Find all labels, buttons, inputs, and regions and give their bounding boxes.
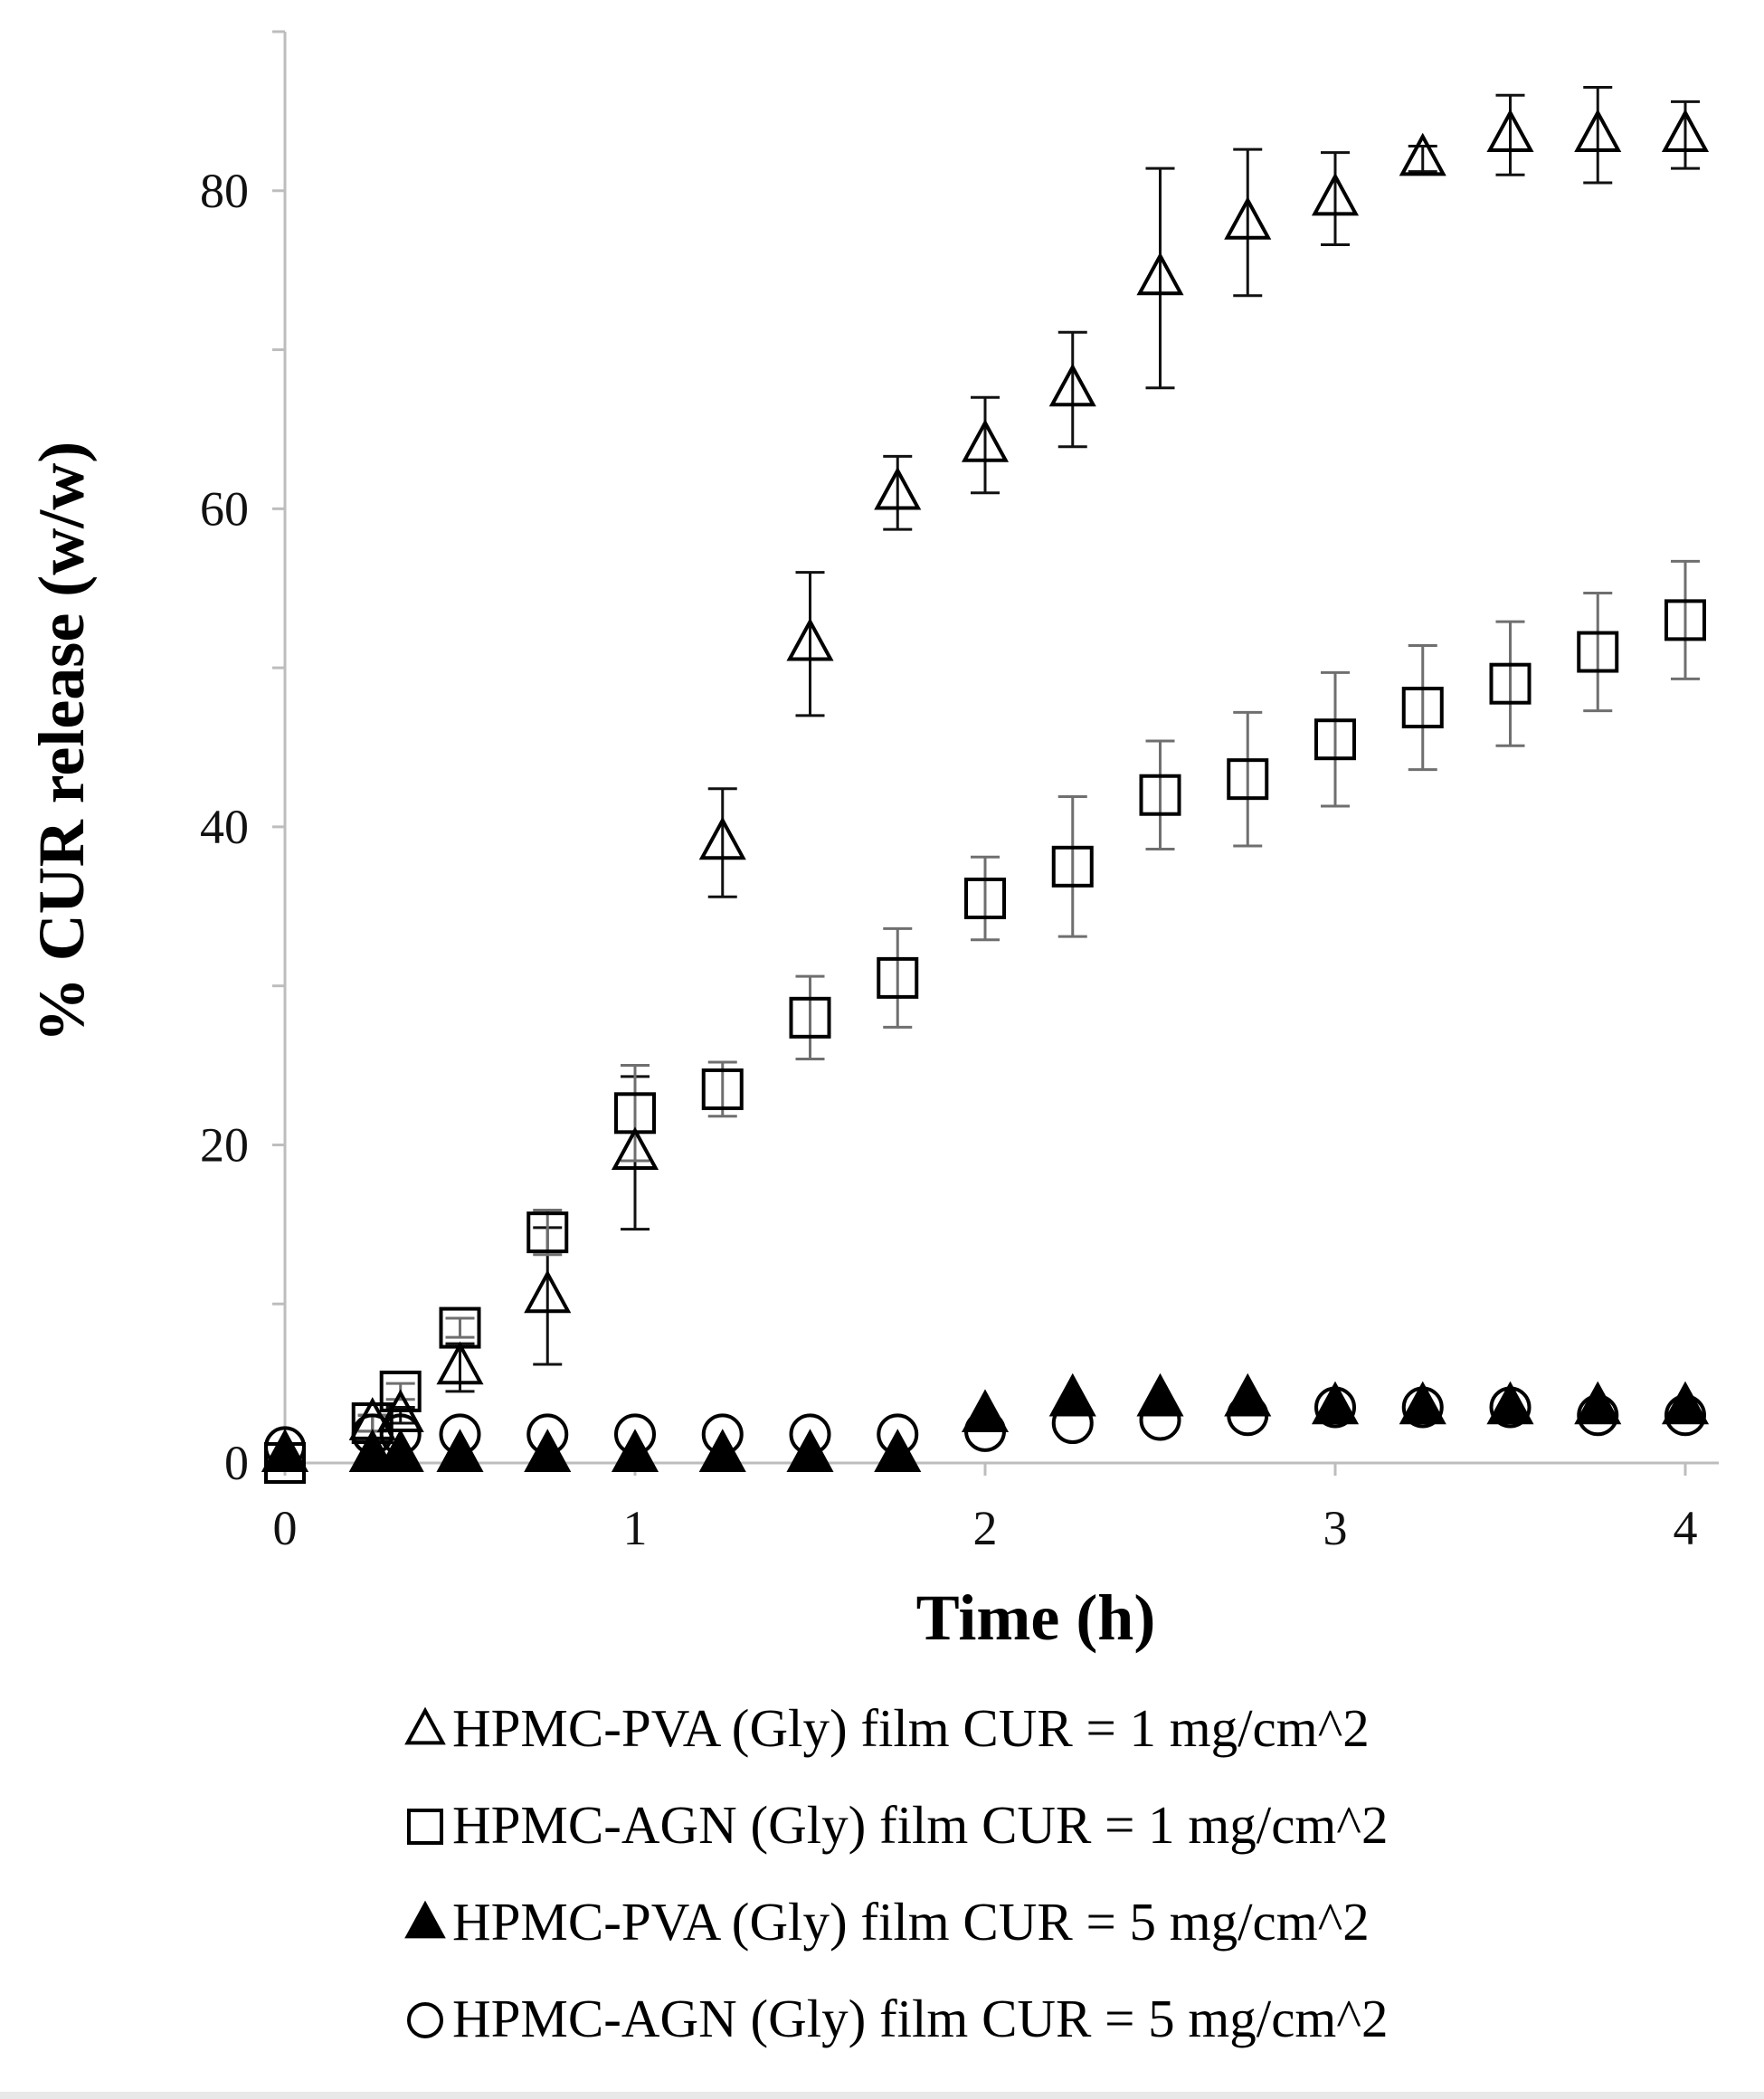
data-point [1401, 687, 1444, 729]
data-point [1048, 363, 1096, 407]
legend-label: HPMC-PVA (Gly) film CUR = 1 mg/cm^2 [452, 1698, 1370, 1758]
data-point [964, 877, 1006, 919]
data-point [611, 1429, 659, 1472]
markers-layer [261, 109, 1710, 1484]
data-point [1664, 1394, 1706, 1437]
x-tick-label: 1 [623, 1501, 648, 1555]
y-axis-title: % CUR release (w/w) [25, 442, 98, 1043]
data-point [877, 956, 919, 999]
data-point [1664, 599, 1706, 641]
data-point [786, 617, 834, 661]
data-point [379, 1413, 422, 1456]
data-point [436, 1429, 484, 1472]
legend-item: HPMC-AGN (Gly) film CUR = 5 mg/cm^2 [407, 1989, 1388, 2048]
data-point [1661, 1381, 1710, 1425]
data-point [1136, 252, 1184, 296]
legend-item: HPMC-PVA (Gly) film CUR = 1 mg/cm^2 [404, 1698, 1370, 1758]
legend: HPMC-PVA (Gly) film CUR = 1 mg/cm^2 HPMC-… [404, 1698, 1388, 2048]
data-point [1399, 1381, 1446, 1425]
data-point [964, 1410, 1006, 1452]
data-point [261, 1429, 309, 1472]
x-tick-label: 3 [1323, 1501, 1348, 1555]
legend-item: HPMC-AGN (Gly) film CUR = 1 mg/cm^2 [407, 1795, 1388, 1855]
data-point [1661, 109, 1710, 153]
data-point [1401, 1386, 1444, 1429]
data-point [1577, 1394, 1619, 1437]
data-point [348, 1397, 396, 1440]
data-point [1314, 718, 1356, 761]
data-point [1311, 172, 1360, 216]
data-point [1227, 758, 1269, 801]
data-point [698, 816, 746, 860]
data-point [1574, 1381, 1622, 1425]
data-point [524, 1429, 572, 1472]
data-point [1051, 845, 1094, 888]
y-axis-ticks: 0 20 40 60 80 [200, 30, 285, 1490]
x-tick-label: 4 [1674, 1501, 1698, 1555]
data-point [1574, 109, 1622, 153]
data-point [1224, 196, 1272, 240]
data-point [701, 1068, 744, 1110]
data-point [526, 1413, 569, 1456]
data-point [1139, 1399, 1181, 1441]
series-triangle-filled [261, 1372, 1710, 1472]
legend-label: HPMC-AGN (Gly) film CUR = 1 mg/cm^2 [452, 1795, 1388, 1855]
y-tick-label: 20 [200, 1117, 249, 1172]
legend-label: HPMC-PVA (Gly) film CUR = 5 mg/cm^2 [452, 1892, 1370, 1952]
legend-symbol-triangle-filled [404, 1900, 446, 1939]
error-bars-layer [357, 86, 1700, 1433]
x-tick-label: 2 [973, 1501, 998, 1555]
legend-symbol-triangle-open [404, 1706, 446, 1745]
x-axis-ticks: 0 1 2 3 4 [273, 1463, 1698, 1555]
x-axis-title: Time (h) [916, 1581, 1156, 1654]
data-point [436, 1341, 484, 1385]
data-point [789, 996, 831, 1039]
y-tick-label: 0 [224, 1436, 249, 1490]
data-point [1311, 1381, 1360, 1425]
data-point [701, 1413, 744, 1456]
data-point [264, 1442, 306, 1484]
data-point [1489, 662, 1532, 705]
data-point [614, 1413, 656, 1456]
data-point [1139, 774, 1181, 816]
axes-layer [283, 32, 1719, 1465]
data-point [526, 1211, 569, 1254]
y-tick-label: 60 [200, 481, 249, 536]
data-point [961, 419, 1010, 462]
data-point [1489, 1386, 1532, 1429]
data-point [1486, 1381, 1534, 1425]
data-point [1314, 1386, 1356, 1429]
legend-symbol-square-open [407, 1809, 443, 1845]
y-tick-label: 80 [200, 164, 249, 218]
legend-label: HPMC-AGN (Gly) film CUR = 5 mg/cm^2 [452, 1989, 1388, 2048]
data-point [611, 1126, 659, 1170]
series-square-open [264, 599, 1706, 1484]
data-point [439, 1413, 481, 1456]
data-point [1051, 1402, 1094, 1445]
legend-symbol-circle-open [407, 2002, 443, 2038]
data-point [698, 1429, 746, 1472]
data-point [877, 1413, 919, 1456]
x-tick-label: 0 [273, 1501, 298, 1555]
legend-item: HPMC-PVA (Gly) film CUR = 5 mg/cm^2 [404, 1892, 1370, 1952]
data-point [1577, 631, 1619, 673]
data-point [786, 1429, 834, 1472]
data-point [789, 1413, 831, 1456]
data-point [1486, 109, 1534, 153]
data-point [874, 466, 922, 510]
data-point [379, 1370, 422, 1412]
data-point [524, 1269, 572, 1314]
data-point [1399, 132, 1446, 176]
y-tick-label: 40 [200, 800, 249, 854]
series-triangle-open [261, 109, 1710, 1472]
bottom-divider [0, 2092, 1764, 2099]
data-point [874, 1429, 922, 1472]
data-point [1227, 1394, 1269, 1437]
data-point [376, 1389, 424, 1433]
